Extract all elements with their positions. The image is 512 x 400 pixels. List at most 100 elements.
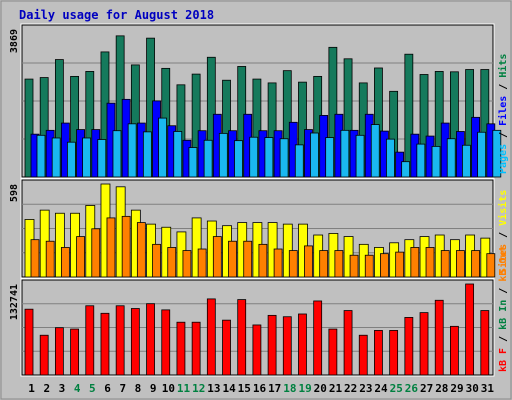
- panel-right-label: kB F / kB In / kB Out: [498, 246, 509, 372]
- day-label-9: 9: [150, 382, 157, 395]
- bar-pages-day-14: [234, 140, 243, 178]
- bar-pages-day-10: [173, 131, 183, 178]
- day-label-10: 10: [162, 382, 175, 395]
- day-label-8: 8: [135, 382, 142, 395]
- bar-sites-day-22: [349, 254, 359, 278]
- bar-sites-day-9: [152, 243, 161, 278]
- bar-sites-day-24: [380, 253, 389, 278]
- bar-pages-day-6: [112, 130, 122, 178]
- bar-kb-f-day-22: [343, 310, 353, 376]
- legend-entry: kB F: [498, 348, 509, 372]
- bar-pages-day-4: [82, 137, 91, 178]
- legend-entry: Visits: [497, 190, 509, 226]
- day-label-14: 14: [222, 382, 236, 395]
- day-label-16: 16: [253, 382, 267, 395]
- bar-sites-day-31: [486, 253, 496, 278]
- bar-sites-day-20: [319, 250, 329, 278]
- bar-sites-day-21: [334, 250, 344, 278]
- bar-kb-f-day-25: [389, 330, 399, 376]
- bar-pages-day-11: [188, 147, 198, 178]
- bar-sites-day-15: [243, 240, 253, 278]
- bar-sites-day-13: [212, 236, 222, 278]
- bar-kb-f-day-11: [176, 321, 186, 376]
- bar-kb-f-day-13: [206, 298, 216, 376]
- legend-entry: Files: [497, 96, 509, 126]
- bar-pages-day-7: [127, 123, 137, 178]
- bar-pages-day-27: [431, 145, 441, 178]
- bar-kb-f-day-6: [100, 312, 110, 376]
- bar-pages-day-3: [66, 141, 76, 178]
- legend-entry: Pages: [498, 144, 509, 174]
- day-label-26: 26: [405, 382, 419, 395]
- bar-kb-f-day-12: [191, 321, 201, 376]
- day-label-20: 20: [314, 382, 327, 395]
- legend-entry: Hits: [497, 54, 509, 78]
- bar-kb-f-day-7: [115, 305, 125, 376]
- bar-pages-day-5: [97, 139, 107, 178]
- series-hits: [24, 35, 490, 178]
- bar-kb-f-day-5: [85, 305, 95, 376]
- bar-sites-day-8: [136, 222, 146, 278]
- bar-kb-f-day-3: [54, 327, 64, 376]
- bar-pages-day-16: [264, 137, 274, 178]
- bar-sites-day-28: [440, 250, 450, 278]
- day-label-6: 6: [104, 382, 111, 395]
- day-label-1: 1: [28, 382, 35, 395]
- day-label-19: 19: [298, 382, 311, 395]
- bar-sites-day-23: [364, 254, 374, 278]
- panel-hits-files-pages: 3869 Pages / Files / Hits: [9, 23, 509, 179]
- bar-pages-day-1: [36, 134, 46, 178]
- bar-pages-day-19: [310, 132, 319, 178]
- day-label-28: 28: [435, 382, 448, 395]
- bar-kb-f-day-19: [298, 313, 307, 376]
- bar-sites-day-4: [76, 236, 85, 278]
- bar-kb-f-day-20: [313, 300, 323, 376]
- bar-sites-day-1: [30, 239, 40, 278]
- bar-sites-day-18: [288, 250, 298, 278]
- bar-visits-day-12: [191, 217, 202, 278]
- bar-kb-f-day-29: [450, 325, 459, 376]
- bar-sites-day-7: [121, 215, 131, 278]
- panel-frame-outer: [20, 278, 495, 377]
- bar-pages-day-29: [462, 144, 471, 178]
- y-max-label: 598: [9, 184, 20, 202]
- bar-sites-day-25: [395, 251, 405, 278]
- bar-pages-day-24: [386, 138, 395, 178]
- bar-sites-day-5: [91, 228, 101, 278]
- series-pages: [36, 117, 502, 178]
- legend-entry: /: [498, 78, 509, 96]
- legend-entry: /: [498, 330, 509, 348]
- day-axis: 1 2 3 4 5 6 7 8 9 10 11 12 13 14 15 16 17 18 19 20 21 22 23 24 2…: [28, 382, 494, 395]
- bar-pages-day-18: [294, 144, 304, 178]
- bar-kb-f-day-23: [358, 334, 368, 376]
- bar-sites-day-26: [410, 247, 420, 278]
- panel-frame-outer: [20, 178, 495, 279]
- day-label-31: 31: [481, 382, 495, 395]
- bar-kb-f-day-17: [267, 314, 277, 376]
- bar-sites-day-19: [304, 245, 313, 278]
- legend-entry: /: [498, 282, 509, 300]
- bar-pages-day-17: [279, 138, 289, 178]
- bar-pages-day-2: [51, 137, 61, 178]
- bar-kb-f-day-9: [146, 303, 155, 376]
- day-label-30: 30: [466, 382, 479, 395]
- day-label-25: 25: [390, 382, 403, 395]
- panel-frame-outer: [20, 23, 495, 179]
- bar-sites-day-11: [182, 250, 192, 278]
- bar-kb-f-day-2: [39, 334, 49, 376]
- day-label-15: 15: [238, 382, 251, 395]
- day-label-2: 2: [43, 382, 50, 395]
- bar-sites-day-27: [425, 247, 435, 278]
- bar-sites-day-16: [258, 243, 268, 278]
- bar-pages-day-30: [477, 131, 487, 178]
- panels: 3869 Pages / Files / Hits 598 Sites / Visit…: [9, 23, 509, 377]
- day-label-21: 21: [329, 382, 343, 395]
- panel-kbytes: 132741 kB F / kB In / kB Out: [9, 246, 509, 377]
- bar-kb-f-day-4: [70, 328, 79, 376]
- bar-kb-f-day-27: [419, 312, 429, 376]
- day-label-12: 12: [192, 382, 205, 395]
- bar-sites-day-30: [471, 250, 481, 278]
- day-label-27: 27: [420, 382, 433, 395]
- legend-entry: kB Out: [498, 246, 509, 282]
